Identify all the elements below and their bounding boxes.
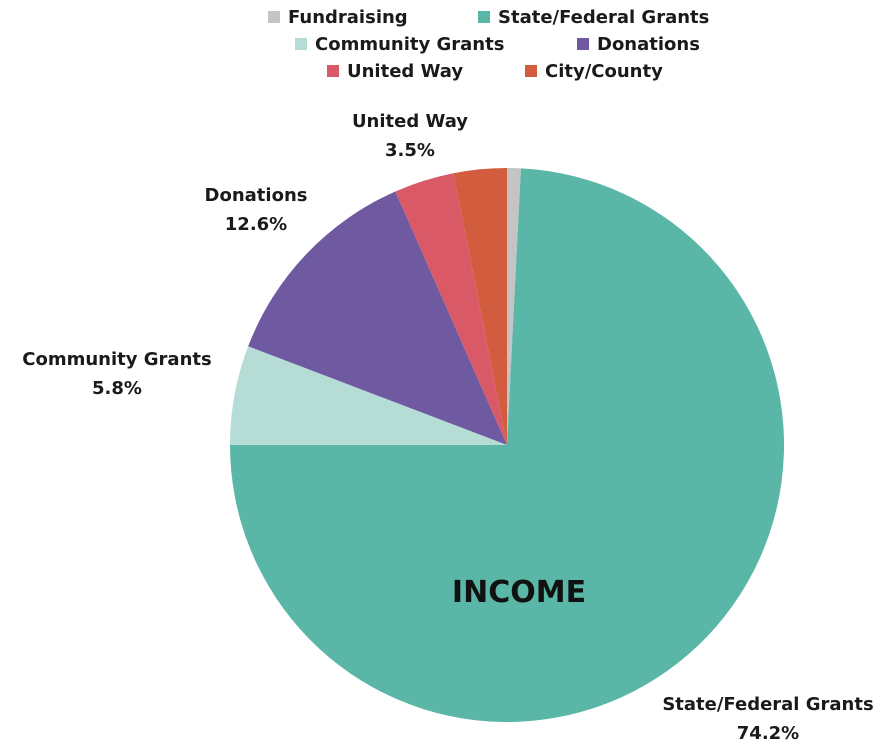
legend-item-united-way: United Way [327, 61, 463, 82]
legend-swatch-fundraising [268, 11, 280, 23]
legend-swatch-donations [577, 38, 589, 50]
slice-value-united-way: 3.5% [385, 140, 435, 161]
legend-swatch-state-federal-grants [478, 11, 490, 23]
pie-slice-community-grants [230, 346, 507, 445]
pie-slices [230, 168, 785, 723]
legend-item-fundraising: Fundraising [268, 7, 408, 28]
legend-swatch-community-grants [295, 38, 307, 50]
legend-label-donations: Donations [597, 34, 700, 55]
legend: Fundraising State/Federal Grants Community… [268, 7, 709, 82]
slice-labels: State/Federal Grants 74.2% Community Grant… [22, 111, 873, 740]
slice-value-state-federal-grants: 74.2% [737, 723, 799, 740]
legend-label-community-grants: Community Grants [315, 34, 504, 55]
slice-label-united-way: United Way [352, 111, 468, 132]
slice-label-community-grants: Community Grants [22, 349, 211, 370]
slice-label-state-federal-grants: State/Federal Grants [662, 694, 873, 715]
pie-slice-donations [248, 191, 507, 445]
legend-label-fundraising: Fundraising [288, 7, 408, 28]
legend-label-state-federal-grants: State/Federal Grants [498, 7, 709, 28]
legend-item-donations: Donations [577, 34, 700, 55]
legend-item-city-county: City/County [525, 61, 663, 82]
pie-slice-city-county [453, 168, 507, 445]
legend-swatch-city-county [525, 65, 537, 77]
chart-title: INCOME [452, 575, 586, 610]
pie-slice-united-way [395, 173, 507, 446]
legend-swatch-united-way [327, 65, 339, 77]
slice-value-donations: 12.6% [225, 214, 287, 235]
pie-slice-state-federal-grants [230, 168, 785, 723]
slice-value-community-grants: 5.8% [92, 378, 142, 399]
pie-slice-fundraising [507, 168, 521, 445]
slice-label-donations: Donations [205, 185, 308, 206]
legend-label-united-way: United Way [347, 61, 463, 82]
legend-label-city-county: City/County [545, 61, 663, 82]
legend-item-community-grants: Community Grants [295, 34, 504, 55]
legend-item-state-federal-grants: State/Federal Grants [478, 7, 709, 28]
